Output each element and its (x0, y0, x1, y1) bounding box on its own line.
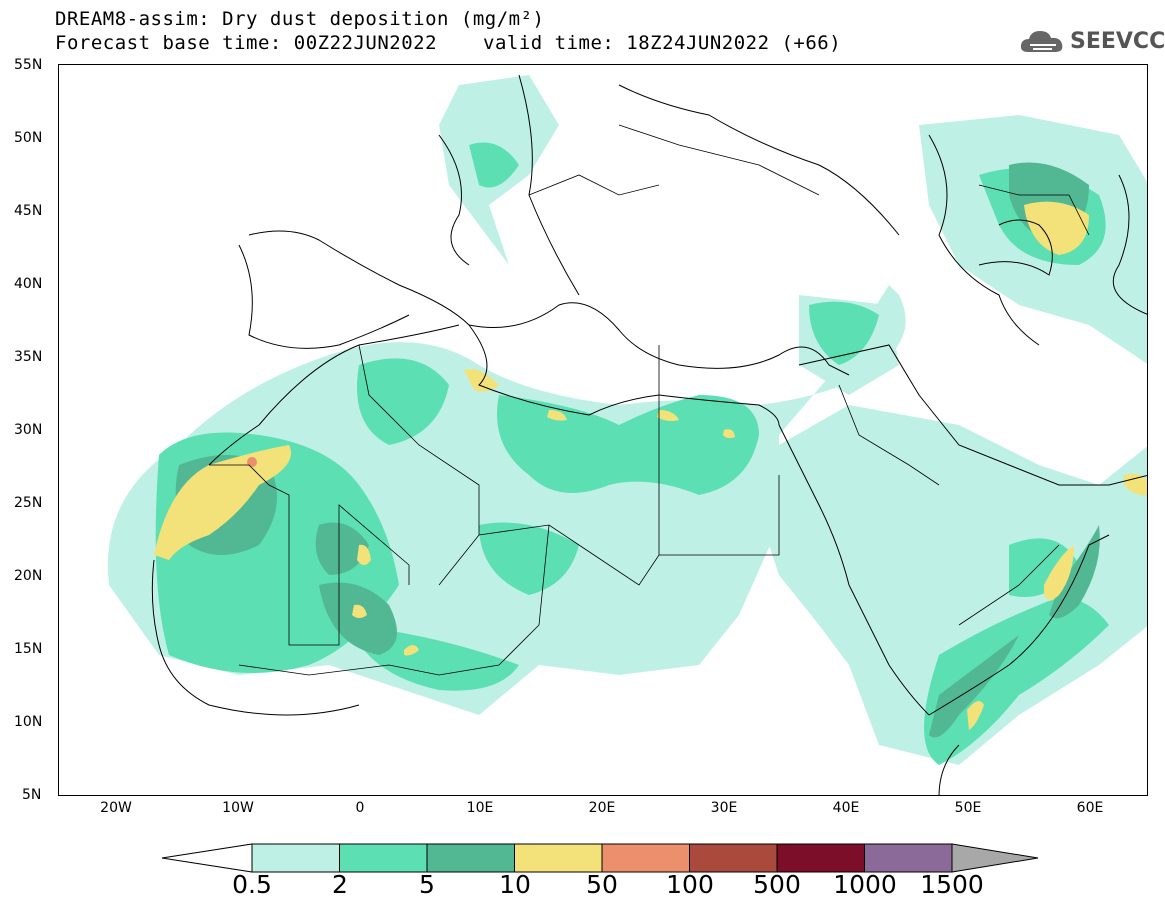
lat-label-45n: 45N (14, 203, 43, 219)
map-canvas (59, 65, 1147, 795)
lat-label-15n: 15N (14, 641, 43, 657)
lon-label-10w: 10W (222, 800, 254, 816)
legend-level-6: 500 (753, 870, 801, 899)
colorbar-box-2 (426, 843, 515, 873)
lat-label-10n: 10N (14, 714, 43, 730)
colorbar-over-arrow (951, 843, 1039, 873)
lat-label-5n: 5N (22, 787, 42, 803)
lon-label-40e: 40E (832, 800, 860, 816)
legend-level-7: 1000 (833, 870, 897, 899)
forecast-base-time: Forecast base time: 00Z22JUN2022 (55, 32, 438, 54)
colorbar-box-7 (864, 843, 953, 873)
logo-text: SEEVCCC (1070, 29, 1165, 54)
lon-label-0: 0 (355, 800, 365, 816)
colorbar-boxes (251, 843, 953, 873)
colorbar-box-5 (689, 843, 778, 873)
lon-label-50e: 50E (954, 800, 982, 816)
colorbar-box-1 (339, 843, 428, 873)
colorbar-box-6 (776, 843, 865, 873)
legend-level-5: 100 (666, 870, 714, 899)
legend-level-3: 10 (499, 870, 531, 899)
colorbar-box-3 (514, 843, 603, 873)
lat-label-35n: 35N (14, 349, 43, 365)
cloud-icon (1020, 31, 1063, 52)
lon-label-20e: 20E (588, 800, 616, 816)
lat-label-20n: 20N (14, 568, 43, 584)
colorbar (161, 843, 1039, 873)
colorbar-under-arrow (161, 843, 253, 873)
legend-level-0: 0.5 (232, 870, 272, 899)
legend-level-4: 50 (586, 870, 618, 899)
country-borders (209, 124, 1090, 676)
lat-label-40n: 40N (14, 276, 43, 292)
colorbar-box-0 (251, 843, 340, 873)
lon-label-60e: 60E (1076, 800, 1104, 816)
dust-field-very-high (154, 201, 1147, 730)
legend-level-1: 2 (332, 870, 348, 899)
colorbar-box-4 (601, 843, 690, 873)
dust-deposition-map (58, 64, 1148, 796)
lat-label-50n: 50N (14, 130, 43, 146)
lat-label-25n: 25N (14, 495, 43, 511)
valid-time: valid time: 18Z24JUN2022 (+66) (483, 32, 842, 54)
lon-label-30e: 30E (710, 800, 738, 816)
seevccc-logo: SEEVCCC (1018, 26, 1165, 58)
lon-label-10e: 10E (466, 800, 494, 816)
dust-max-spot (247, 457, 257, 467)
legend-level-2: 5 (419, 870, 435, 899)
lat-label-30n: 30N (14, 422, 43, 438)
lon-label-20w: 20W (100, 800, 132, 816)
lat-label-55n: 55N (14, 57, 43, 73)
legend-level-8: 1500 (920, 870, 984, 899)
map-title: DREAM8-assim: Dry dust deposition (mg/m²… (55, 8, 545, 30)
